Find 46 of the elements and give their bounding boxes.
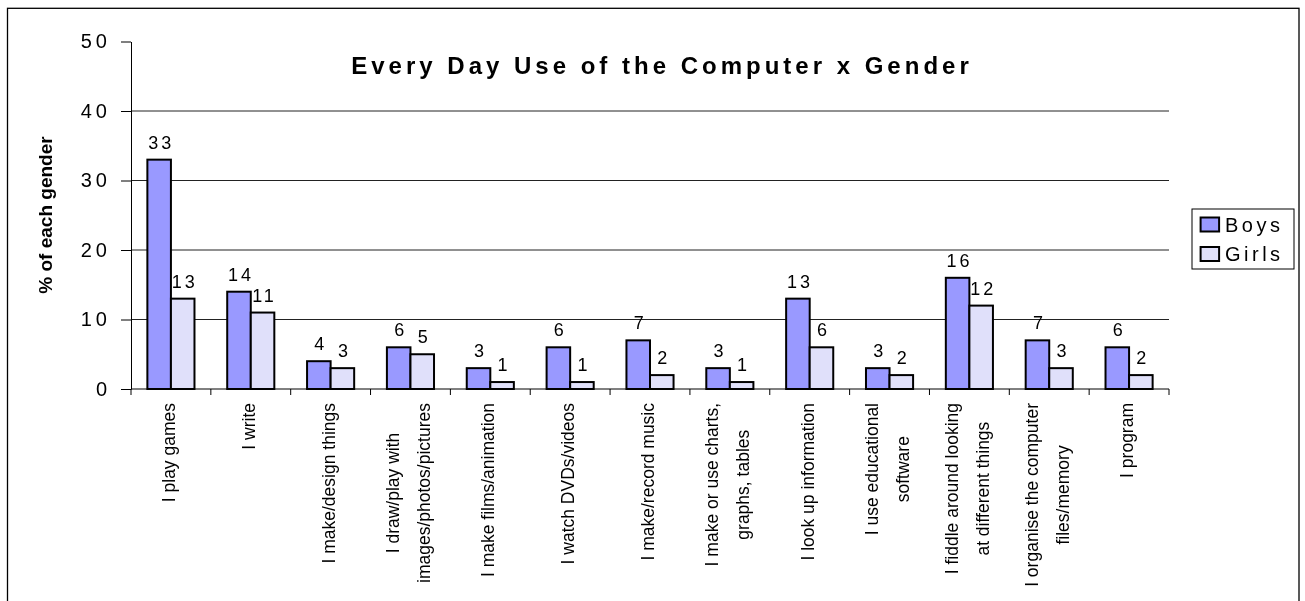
data-label: 3 [713,341,727,362]
data-label: 1 [577,355,591,376]
data-label: 3 [873,341,887,362]
data-label: 3 [474,341,488,362]
x-tick-label: I make/record music [638,402,658,561]
data-label: 6 [553,320,567,341]
chart-title: Every Day Use of the Computer x Gender [351,52,973,79]
x-tick-label: I organise the computer files/memory [1021,402,1073,587]
data-label: 2 [1136,348,1150,369]
x-tick-label: I program [1117,403,1138,478]
y-tick-label: 10 [80,308,111,331]
data-label: 4 [314,334,328,355]
y-tick-label: 40 [80,99,111,122]
data-label: 6 [394,320,408,341]
data-label: 1 [737,355,751,376]
data-label: 16 [946,250,973,271]
data-label: 3 [337,341,351,362]
y-tick-label: 20 [80,238,111,261]
data-label: 2 [896,348,910,369]
x-tick-label: I write [238,403,259,450]
x-tick-label: I make or use charts, graphs, tables [702,403,754,567]
y-axis-title: % of each gender [35,135,56,294]
y-tick-label: 50 [80,30,111,53]
x-tick-label: I draw/play with images/photos/pictures [382,402,434,583]
data-label: 11 [252,285,277,306]
data-label: 14 [227,264,255,285]
data-label: 6 [816,320,830,341]
legend-label: Girls [1225,243,1284,265]
data-label: 13 [786,271,813,292]
data-label: 12 [970,278,997,299]
data-label: 2 [657,348,671,369]
x-tick-label: I make films/animation [478,403,499,578]
x-tick-label: I make/design things [318,402,339,564]
x-tick-label: I play games [158,402,179,503]
x-tick-label: I use educational software [862,403,914,536]
legend-label: Boys [1225,213,1284,236]
y-tick-label: 0 [95,377,111,400]
data-label: 13 [171,271,198,292]
data-label: 3 [1056,341,1070,362]
y-tick-label: 30 [80,169,111,192]
x-tick-label: I look up information [797,403,818,561]
data-label: 6 [1112,320,1126,341]
data-label: 5 [417,327,431,348]
data-label: 1 [497,355,511,376]
x-tick-label: I watch DVDs/videos [558,402,579,565]
data-label: 33 [148,132,175,153]
